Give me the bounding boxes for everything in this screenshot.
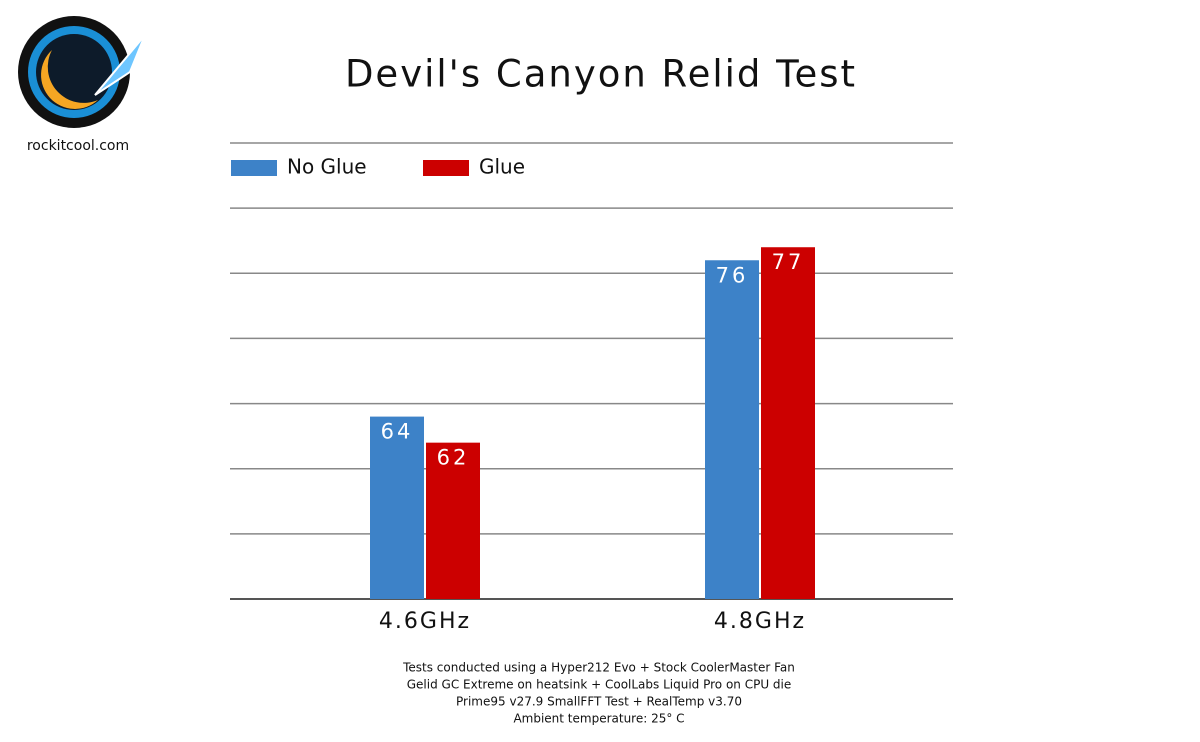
- bar: [705, 260, 759, 599]
- value-label: 77: [772, 250, 805, 274]
- value-label: 76: [716, 263, 749, 287]
- value-label: 62: [437, 446, 470, 470]
- legend-label: Glue: [479, 155, 525, 179]
- legend-swatch: [423, 160, 469, 176]
- site-name: rockitcool.com: [27, 138, 129, 154]
- logo: [18, 16, 146, 128]
- bar: [761, 247, 815, 599]
- legend-swatch: [231, 160, 277, 176]
- footnote: Gelid GC Extreme on heatsink + CoolLabs …: [407, 678, 792, 692]
- x-tick-label: 4.6GHz: [379, 609, 471, 634]
- value-label: 64: [381, 420, 414, 444]
- footnote: Tests conducted using a Hyper212 Evo + S…: [402, 661, 795, 675]
- x-tick-label: 4.8GHz: [714, 609, 806, 634]
- bar: [370, 416, 424, 599]
- chart-title: Devil's Canyon Relid Test: [345, 53, 857, 96]
- footnote: Ambient temperature: 25° C: [513, 712, 684, 726]
- footnote: Prime95 v27.9 SmallFFT Test + RealTemp v…: [456, 695, 742, 709]
- legend-label: No Glue: [287, 155, 367, 179]
- bar: [426, 442, 480, 599]
